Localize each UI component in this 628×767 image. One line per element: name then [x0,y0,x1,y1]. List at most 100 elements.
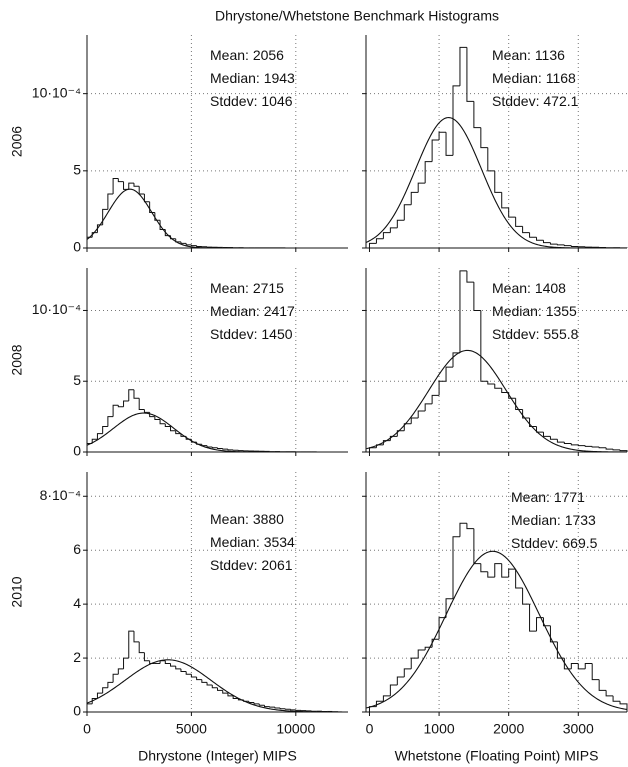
stat-text: Median: 1355 [492,303,577,319]
histogram-bin [91,232,98,238]
histogram-bin [190,244,197,247]
histogram-bin [227,693,234,697]
histogram-bin [91,438,98,444]
histogram-bin [164,423,171,428]
histogram-bin [117,405,124,408]
histogram-bin [445,366,453,382]
histogram-bin [577,444,586,447]
histogram-bin [605,690,614,697]
histogram-bin [143,193,150,203]
histogram-bin [501,192,509,209]
histogram-bin [112,404,119,417]
histogram-bin [619,449,628,452]
histogram-bin [396,219,405,228]
histogram-bin [410,657,419,669]
histogram-bin [382,440,391,445]
histogram-bin [368,447,377,452]
stat-text: Mean: 2715 [210,280,284,296]
histogram-bin [159,660,166,664]
histogram-bin [619,701,628,712]
histogram-bin [211,447,218,449]
stat-value: 1733 [565,512,596,528]
stat-label: Stddev: [511,535,558,551]
y-tick-label: 0 [73,443,81,459]
stat-label: Median: [210,70,260,86]
histogram-bin [133,389,140,399]
histogram-bin [417,649,426,659]
histogram-bin [536,426,544,433]
histogram-bin [459,270,467,353]
histogram-bin [570,443,579,446]
histogram-bin [556,641,565,659]
x-tick-label: 5000 [176,721,207,737]
stat-value: 1450 [261,326,292,342]
histogram-bin [598,447,607,449]
histogram-bin [382,232,391,239]
stat-text: Median: 3534 [210,534,295,550]
histogram-bin [515,217,523,227]
stat-text: Stddev: 1046 [210,93,293,109]
histogram-bin [217,687,223,691]
histogram-bin [279,707,286,710]
y-tick-label: 8·10⁻⁴ [40,487,81,503]
histogram-bin [515,398,523,411]
histogram-bin [149,201,155,213]
normal-fit [86,659,348,713]
x-axis-label: Whetstone (Floating Point) MIPS [395,748,599,764]
histogram-bin [612,695,621,702]
histogram-bin [96,692,103,699]
histogram-bin [133,183,140,187]
stat-text: Stddev: 555.8 [492,326,579,342]
histogram-bin [536,237,544,241]
histogram-bin [389,435,398,441]
x-tick-label: 1000 [424,721,455,737]
histogram-bin [542,240,551,244]
stat-label: Median: [492,70,542,86]
histogram-bin [508,207,516,218]
histogram-bin [494,563,502,578]
histogram-bin [563,244,572,247]
stat-value: 2417 [264,303,295,319]
histogram-bin [170,426,176,432]
histogram-bin [431,139,440,162]
histogram-bin [196,442,202,445]
histogram-bin [196,676,202,681]
row-label: 2010 [9,576,25,607]
histogram-bin [480,127,488,149]
stat-label: Median: [210,534,260,550]
histogram-bin [175,430,181,435]
histogram-bin [107,193,114,210]
histogram-bin [143,409,150,413]
histogram-bin [605,447,614,450]
stat-text: Mean: 1771 [511,489,585,505]
row-label: 2006 [9,126,25,157]
histogram-bin [424,161,433,184]
histogram-bin [438,617,447,640]
histogram-bin [536,617,544,632]
histogram-bin [96,433,103,440]
normal-fit [365,550,628,711]
histogram-bin [170,235,176,240]
histogram-bin [445,598,453,618]
histogram-bin [473,282,481,311]
histogram-bin [143,652,150,662]
histogram-bin [96,224,103,233]
stat-label: Stddev: [492,326,539,342]
histogram-bin [206,445,213,448]
stat-label: Stddev: [210,93,257,109]
stat-value: 1046 [261,93,292,109]
histogram-bin [102,208,108,225]
histogram-bin [128,182,134,190]
stat-value: 1771 [554,489,585,505]
y-tick-label: 0 [73,239,81,255]
x-axis-label: Dhrystone (Integer) MIPS [138,748,297,764]
histogram-bin [410,191,419,205]
histogram-bin [86,703,93,712]
histogram-bin [452,85,460,156]
histogram-bin [196,245,202,247]
histogram-bin [123,400,129,407]
stat-label: Median: [210,303,260,319]
x-tick-label: 2000 [493,721,524,737]
stat-label: Stddev: [492,93,539,109]
